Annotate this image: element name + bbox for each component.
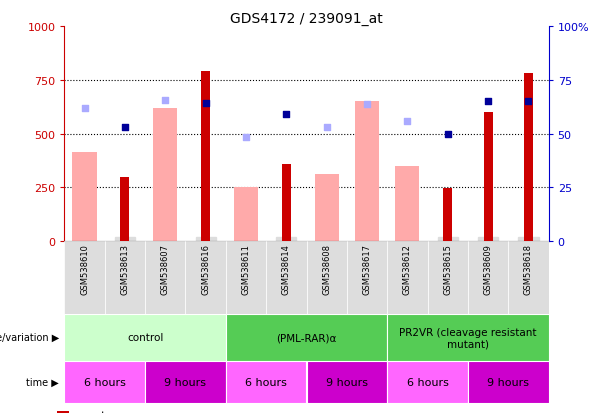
Text: GSM538612: GSM538612: [403, 244, 412, 294]
Point: [161, 97, 170, 104]
Bar: [145, 242, 185, 314]
Bar: [145, 361, 226, 403]
Bar: [185, 242, 226, 314]
Text: GSM538610: GSM538610: [80, 244, 89, 294]
Bar: [64, 242, 105, 314]
Bar: [355, 102, 379, 242]
Point: [483, 99, 493, 105]
Bar: [347, 242, 387, 314]
Text: 9 hours: 9 hours: [164, 377, 207, 387]
Text: 6 hours: 6 hours: [84, 377, 126, 387]
Point: [200, 101, 210, 107]
Point: [241, 134, 251, 141]
Bar: [387, 314, 549, 361]
Bar: [427, 242, 468, 314]
Text: (PML-RAR)α: (PML-RAR)α: [276, 332, 337, 343]
Bar: [306, 361, 387, 403]
Bar: [234, 188, 258, 242]
Text: 9 hours: 9 hours: [326, 377, 368, 387]
Text: 6 hours: 6 hours: [406, 377, 449, 387]
Bar: [524, 74, 533, 242]
Text: GSM538609: GSM538609: [484, 244, 493, 294]
Bar: [57, 411, 69, 413]
Bar: [72, 152, 97, 242]
Bar: [387, 242, 428, 314]
Bar: [121, 177, 129, 242]
Bar: [226, 314, 387, 361]
Text: GSM538608: GSM538608: [322, 244, 331, 294]
Bar: [226, 361, 306, 403]
Text: 9 hours: 9 hours: [487, 377, 529, 387]
Point: [524, 99, 533, 105]
Bar: [266, 242, 306, 314]
Bar: [282, 164, 291, 242]
Bar: [387, 361, 468, 403]
Bar: [64, 314, 226, 361]
Bar: [314, 175, 339, 242]
Bar: [64, 361, 145, 403]
Bar: [395, 166, 419, 242]
Point: [281, 112, 291, 118]
Bar: [468, 361, 549, 403]
Text: time ▶: time ▶: [26, 377, 59, 387]
Point: [403, 118, 413, 125]
Text: GSM538614: GSM538614: [282, 244, 291, 294]
Text: PR2VR (cleavage resistant
mutant): PR2VR (cleavage resistant mutant): [399, 327, 536, 349]
Text: count: count: [74, 410, 106, 413]
Text: control: control: [127, 332, 163, 343]
Text: GSM538616: GSM538616: [201, 244, 210, 294]
Bar: [306, 242, 347, 314]
Text: GSM538607: GSM538607: [161, 244, 170, 294]
Text: GSM538611: GSM538611: [242, 244, 251, 294]
Text: GSM538615: GSM538615: [443, 244, 452, 294]
Bar: [105, 242, 145, 314]
Text: 6 hours: 6 hours: [245, 377, 287, 387]
Bar: [201, 72, 210, 242]
Text: GSM538617: GSM538617: [362, 244, 371, 294]
Bar: [226, 242, 266, 314]
Point: [120, 124, 130, 131]
Title: GDS4172 / 239091_at: GDS4172 / 239091_at: [230, 12, 383, 26]
Bar: [508, 242, 549, 314]
Bar: [153, 109, 177, 242]
Bar: [468, 242, 508, 314]
Point: [443, 131, 452, 138]
Text: GSM538618: GSM538618: [524, 244, 533, 294]
Bar: [484, 113, 492, 242]
Point: [80, 105, 89, 112]
Point: [322, 124, 332, 131]
Point: [362, 102, 372, 109]
Bar: [443, 189, 452, 242]
Text: GSM538613: GSM538613: [120, 244, 129, 294]
Text: genotype/variation ▶: genotype/variation ▶: [0, 332, 59, 343]
